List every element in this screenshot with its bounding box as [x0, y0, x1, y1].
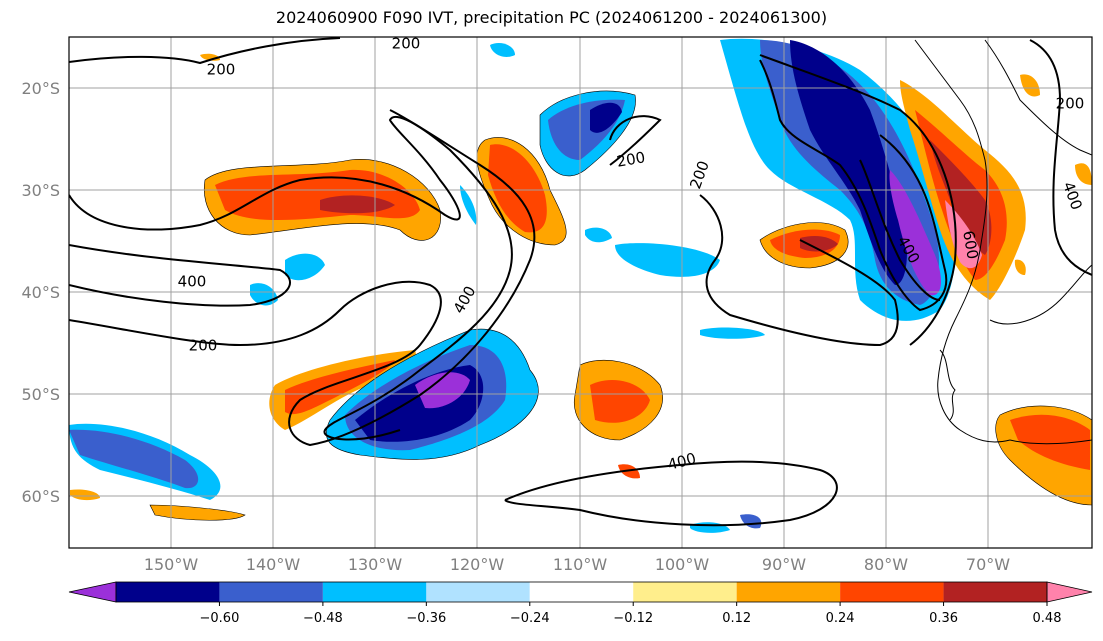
contour-label: 400: [178, 273, 207, 291]
contour-label: 200: [615, 148, 646, 171]
colorbar-tick-label: −0.48: [303, 611, 343, 626]
lat-tick-label: 20°S: [21, 79, 60, 98]
precip-outlines: [149, 90, 1092, 521]
lon-tick-label: 100°W: [655, 555, 710, 574]
map-title: 2024060900 F090 IVT, precipitation PC (2…: [275, 8, 828, 27]
contour-label: 600: [959, 229, 982, 260]
lon-tick-label: 90°W: [762, 555, 806, 574]
contour-label: 200: [207, 61, 236, 79]
colorbar-segment: [322, 582, 427, 602]
colorbar-segment: [840, 582, 944, 602]
lat-tick-label: 30°S: [21, 181, 60, 200]
colorbar-extend-left: [68, 581, 117, 603]
lon-labels: 150°W 140°W 130°W 120°W 110°W 100°W 90°W 80°W 70…: [144, 555, 1010, 574]
colorbar-segment: [116, 582, 220, 602]
colorbar-tick-label: 0.48: [1033, 611, 1062, 626]
lon-tick-label: 80°W: [864, 555, 908, 574]
colorbar-frame: [115, 581, 1048, 603]
lat-labels: 20°S 30°S 40°S 50°S 60°S: [21, 79, 60, 506]
colorbar-tick-label: −0.24: [510, 611, 550, 626]
coastline: [914, 39, 1092, 445]
contour-label: 200: [189, 337, 218, 355]
lon-tick-label: 110°W: [553, 555, 608, 574]
lat-tick-label: 40°S: [21, 283, 60, 302]
colorbar-tick-label: 0.12: [722, 611, 751, 626]
colorbar-segment: [426, 582, 530, 602]
colorbar: −0.60 −0.48 −0.36 −0.24 −0.12 0.12 0.24 0.36 0.4…: [68, 581, 1093, 626]
colorbar-tick-label: −0.36: [406, 611, 446, 626]
colorbar-segment: [943, 582, 1047, 602]
lon-tick-label: 120°W: [450, 555, 505, 574]
lon-tick-label: 150°W: [144, 555, 199, 574]
colorbar-extend-right: [1046, 581, 1093, 603]
colorbar-tick-label: −0.12: [613, 611, 653, 626]
colorbar-tick-label: −0.60: [200, 611, 240, 626]
colorbar-segment: [219, 582, 323, 602]
ivt-contours: [69, 37, 1092, 527]
colorbar-segment: [529, 582, 634, 602]
contour-label: 200: [1056, 95, 1085, 113]
contour-label: 200: [392, 35, 421, 53]
lon-tick-label: 130°W: [348, 555, 403, 574]
map-layer: [69, 37, 1092, 548]
lat-tick-label: 60°S: [21, 487, 60, 506]
lat-tick-label: 50°S: [21, 385, 60, 404]
colorbar-tick-label: 0.24: [826, 611, 855, 626]
colorbar-tick-label: 0.36: [929, 611, 958, 626]
map-frame: [68, 36, 1093, 549]
colorbar-segment: [633, 582, 737, 602]
colorbar-segment: [736, 582, 841, 602]
lon-tick-label: 70°W: [966, 555, 1010, 574]
lon-tick-label: 140°W: [246, 555, 301, 574]
